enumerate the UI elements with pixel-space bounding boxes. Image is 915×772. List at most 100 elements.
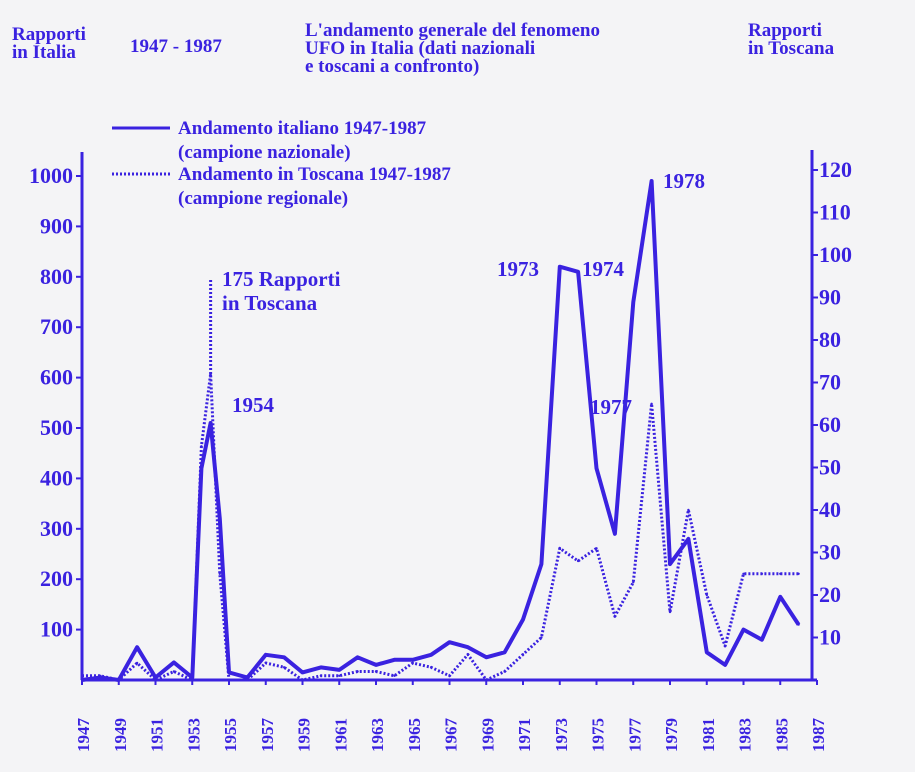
annotation-label: 1974 xyxy=(582,257,625,281)
point-toscana xyxy=(429,666,433,669)
point-toscana xyxy=(264,661,267,665)
x-tick-label: 1987 xyxy=(809,718,828,753)
point-italia xyxy=(632,300,635,304)
point-toscana xyxy=(687,508,690,512)
point-italia xyxy=(687,537,690,541)
period-label: 1947 - 1987 xyxy=(130,37,222,56)
left-tick-label: 300 xyxy=(40,516,73,541)
annotation-label: 175 Rapporti xyxy=(222,267,341,291)
right-axis-title-line: Rapporti xyxy=(748,20,822,41)
right-tick-label: 40 xyxy=(819,497,841,522)
point-toscana xyxy=(705,593,708,597)
legend-label: Andamento italiano 1947-1987 xyxy=(178,118,427,139)
point-toscana xyxy=(742,572,745,575)
series-line-italia xyxy=(81,179,801,682)
point-toscana xyxy=(338,674,341,677)
point-toscana xyxy=(319,674,323,677)
point-italia xyxy=(521,618,525,621)
point-toscana xyxy=(650,402,653,405)
right-axis-title: Rapporti in Toscana xyxy=(748,20,834,58)
left-tick-label: 200 xyxy=(40,566,73,591)
left-tick-label: 700 xyxy=(40,314,73,339)
annotation-label: 1977 xyxy=(590,395,632,419)
point-italia xyxy=(705,651,708,654)
point-toscana xyxy=(172,670,176,673)
x-tick-label: 1973 xyxy=(552,718,571,752)
x-tick-label: 1965 xyxy=(405,718,424,752)
point-italia xyxy=(760,638,764,641)
point-toscana xyxy=(595,547,598,550)
left-tick-label: 500 xyxy=(40,415,73,440)
point-toscana xyxy=(723,644,727,648)
x-tick-label: 1977 xyxy=(625,718,644,753)
x-tick-label: 1963 xyxy=(368,718,387,752)
point-italia xyxy=(576,270,580,273)
right-tick-label: 30 xyxy=(819,540,841,565)
left-tick-label: 100 xyxy=(40,617,73,642)
left-tick-label: 800 xyxy=(40,264,73,289)
annotation-label: in Toscana xyxy=(222,291,318,315)
chart-title: L'andamento generale del fenomeno UFO in… xyxy=(305,21,600,77)
point-italia xyxy=(429,653,433,656)
point-toscana xyxy=(246,678,249,682)
left-tick-label: 900 xyxy=(40,213,73,238)
point-italia xyxy=(172,661,176,664)
point-toscana xyxy=(80,674,84,677)
point-italia xyxy=(742,628,745,631)
point-italia xyxy=(466,646,470,649)
point-italia xyxy=(319,666,323,669)
x-tick-label: 1953 xyxy=(184,718,203,752)
point-toscana xyxy=(99,674,102,677)
x-tick-label: 1951 xyxy=(148,718,167,752)
right-tick-label: 80 xyxy=(819,327,841,352)
point-italia xyxy=(797,623,800,626)
left-tick-label: 1000 xyxy=(29,163,73,188)
point-toscana xyxy=(540,636,543,639)
x-tick-label: 1949 xyxy=(111,718,130,752)
point-italia xyxy=(723,663,727,667)
right-tick-label: 90 xyxy=(819,285,841,310)
point-italia xyxy=(613,532,617,535)
right-tick-label: 20 xyxy=(819,582,841,607)
point-toscana xyxy=(448,674,451,677)
point-toscana xyxy=(613,615,617,618)
x-tick-label: 1971 xyxy=(515,718,534,752)
point-toscana xyxy=(200,445,203,448)
left-axis-title-line: in Italia xyxy=(12,42,76,63)
x-tick-label: 1961 xyxy=(331,718,350,752)
point-italia xyxy=(135,646,139,649)
x-tick-label: 1981 xyxy=(699,718,718,752)
x-tick-label: 1957 xyxy=(258,718,277,753)
point-toscana xyxy=(374,670,378,673)
point-toscana xyxy=(558,547,561,550)
right-tick-label: 70 xyxy=(819,370,841,395)
tick-labels: 100 200 300 400 500 600 700 800 900 1000 10 20 30 40 5… xyxy=(29,157,852,752)
point-italia xyxy=(779,595,782,598)
x-tick-label: 1979 xyxy=(662,718,681,752)
point-toscana xyxy=(521,653,525,656)
legend-label: Andamento in Toscana 1947-1987 xyxy=(178,164,451,185)
series-line-toscana xyxy=(82,372,799,682)
left-tick-label: 600 xyxy=(40,365,73,390)
x-tick-label: 1947 xyxy=(74,718,93,753)
point-toscana xyxy=(135,661,139,665)
point-toscana xyxy=(760,572,764,575)
point-italia xyxy=(338,668,341,672)
point-italia xyxy=(356,656,359,659)
x-tick-label: 1959 xyxy=(295,718,314,752)
point-italia xyxy=(540,562,543,566)
point-italia xyxy=(218,517,221,520)
point-toscana xyxy=(632,581,635,584)
right-tick-label: 50 xyxy=(819,455,841,480)
point-toscana xyxy=(393,674,396,677)
point-toscana xyxy=(668,610,672,614)
point-toscana xyxy=(797,572,800,575)
point-italia xyxy=(374,663,378,667)
right-tick-label: 100 xyxy=(819,242,852,267)
series-lines xyxy=(80,179,801,682)
point-italia xyxy=(209,421,212,425)
chart-title-line: e toscani a confronto) xyxy=(305,56,480,77)
chart-title-line: UFO in Italia (dati nazionali xyxy=(305,38,536,59)
